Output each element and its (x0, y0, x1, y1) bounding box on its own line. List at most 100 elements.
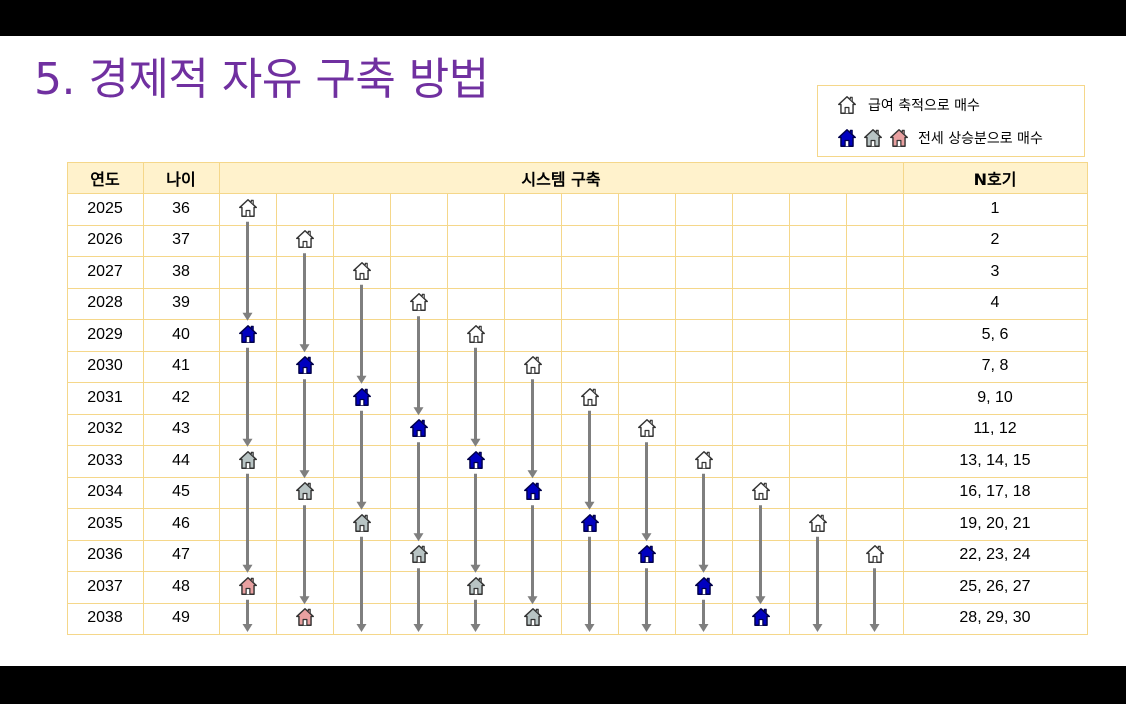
down-arrow (869, 568, 880, 632)
cell-year: 2031 (87, 388, 123, 406)
grid-line (67, 319, 1087, 320)
house-blue-icon (636, 543, 658, 565)
house-gray-icon (408, 543, 430, 565)
grid-line (67, 256, 1087, 257)
header-age: 나이 (166, 169, 196, 189)
legend-salary-label: 급여 축적으로 매수 (868, 98, 980, 114)
house-blue-icon (408, 417, 430, 439)
down-arrow (242, 221, 253, 321)
down-arrow (356, 410, 367, 510)
house-white-icon (294, 228, 316, 250)
grid-line (67, 287, 1087, 289)
grid-line (732, 193, 733, 635)
house-blue-icon (351, 386, 373, 408)
cell-year: 2027 (87, 262, 123, 280)
grid-line (67, 571, 1087, 572)
house-gray-icon (465, 575, 487, 597)
house-pink-icon (237, 575, 259, 597)
cell-n: 5, 6 (981, 325, 1009, 343)
house-blue-icon (693, 575, 715, 597)
grid-line (67, 382, 1087, 383)
house-blue-icon (579, 512, 601, 534)
house-white-icon (636, 417, 658, 439)
house-gray-icon (237, 449, 259, 471)
down-arrow (698, 473, 709, 573)
down-arrow (356, 536, 367, 632)
grid-line (67, 350, 1087, 352)
cell-year: 2033 (87, 451, 123, 469)
grid-line (276, 193, 277, 635)
house-gray-icon (294, 480, 316, 502)
down-arrow (641, 442, 652, 542)
down-arrow (470, 347, 481, 447)
cell-age: 45 (172, 483, 190, 501)
table-header-bg (67, 162, 1087, 193)
cell-n: 16, 17, 18 (959, 483, 1031, 501)
cell-year: 2037 (87, 577, 123, 595)
cell-n: 22, 23, 24 (959, 546, 1031, 564)
cell-age: 46 (172, 514, 190, 532)
grid-line (390, 193, 391, 635)
down-arrow (470, 473, 481, 573)
legend-jeonse-label: 전세 상승분으로 매수 (918, 131, 1043, 147)
grid-line (903, 162, 904, 635)
house-blue-icon (294, 354, 316, 376)
cell-year: 2026 (87, 231, 123, 249)
house-white-icon (579, 386, 601, 408)
cell-age: 42 (172, 388, 190, 406)
cell-n: 11, 12 (973, 420, 1017, 438)
cell-age: 36 (172, 199, 190, 217)
cell-age: 48 (172, 577, 190, 595)
cell-age: 44 (172, 451, 190, 469)
down-arrow (698, 599, 709, 632)
house-white-icon (807, 512, 829, 534)
house-white-icon (465, 323, 487, 345)
house-white-icon (408, 291, 430, 313)
grid-line (618, 193, 619, 635)
grid-line (219, 162, 220, 635)
cell-year: 2030 (87, 357, 123, 375)
down-arrow (470, 599, 481, 632)
cell-age: 37 (172, 231, 190, 249)
slide: 5. 경제적 자유 구축 방법 급여 축적으로 매수 전세 상승분으로 매수 연… (0, 36, 1126, 666)
grid-line (67, 224, 1087, 226)
down-arrow (299, 505, 310, 605)
house-blue-icon (750, 606, 772, 628)
down-arrow (755, 505, 766, 605)
cell-n: 9, 10 (977, 388, 1013, 406)
grid-line (447, 193, 448, 635)
house-pink-icon (294, 606, 316, 628)
house-white-icon (864, 543, 886, 565)
grid-line (846, 193, 847, 635)
grid-line (333, 193, 334, 635)
down-arrow (413, 316, 424, 416)
house-white-icon (351, 260, 373, 282)
cell-n: 25, 26, 27 (959, 577, 1031, 595)
house-blue-icon (237, 323, 259, 345)
cell-n: 13, 14, 15 (959, 451, 1031, 469)
cell-n: 1 (990, 199, 1000, 217)
grid-line (675, 193, 676, 635)
grid-line (67, 162, 68, 635)
down-arrow (527, 379, 538, 479)
grid-line (504, 193, 505, 635)
down-arrow (812, 536, 823, 632)
house-gray-icon (862, 127, 884, 149)
legend-row-jeonse: 전세 상승분으로 매수 (836, 127, 1043, 149)
cell-n: 2 (990, 231, 1000, 249)
down-arrow (413, 568, 424, 632)
legend-row-salary: 급여 축적으로 매수 (836, 94, 980, 116)
down-arrow (527, 505, 538, 605)
house-white-icon (836, 94, 858, 116)
house-gray-icon (522, 606, 544, 628)
house-blue-icon (522, 480, 544, 502)
grid-line (67, 445, 1087, 446)
cell-n: 3 (990, 262, 1000, 280)
grid-line (789, 193, 790, 635)
grid-line (1087, 162, 1088, 635)
system-table: 연도 나이 시스템 구축 N호기 2025 36 1 2026 37 2 2027 38 3 2028 39… (67, 162, 1088, 635)
house-white-icon (693, 449, 715, 471)
cell-year: 2036 (87, 546, 123, 564)
grid-line (67, 634, 1087, 635)
cell-year: 2029 (87, 325, 123, 343)
